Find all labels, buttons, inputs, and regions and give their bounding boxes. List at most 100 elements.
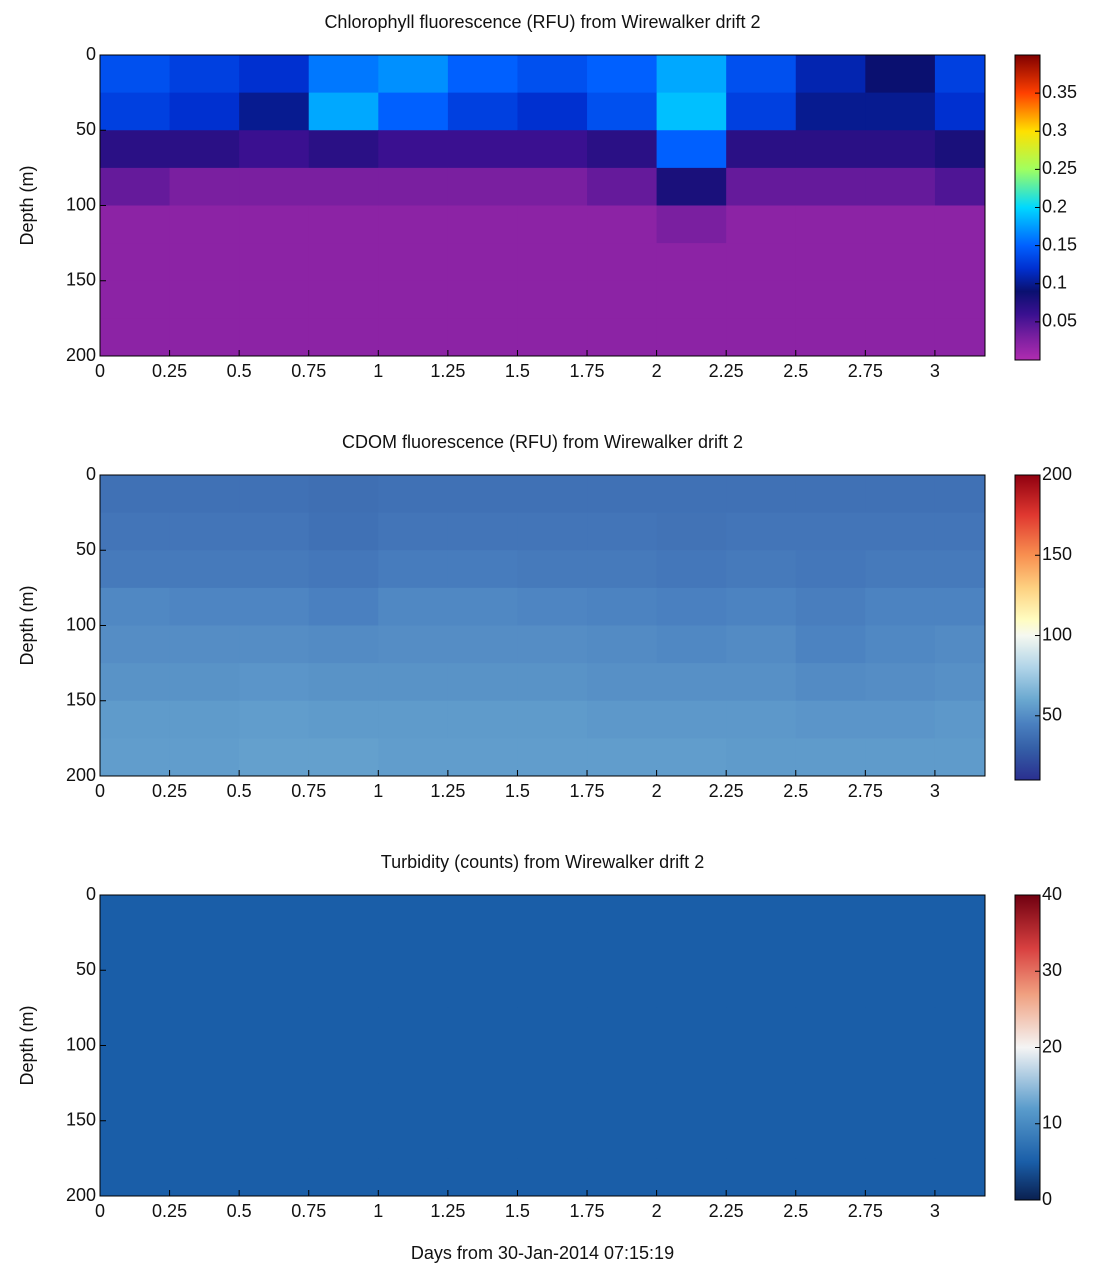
heatmap-cell — [934, 318, 985, 356]
heatmap-cell — [656, 167, 727, 206]
heatmap-cell — [447, 243, 518, 282]
heatmap-cell — [587, 92, 658, 131]
heatmap-cell — [934, 895, 985, 934]
heatmap-cell — [934, 55, 985, 94]
heatmap-cell — [795, 92, 866, 131]
heatmap-cell — [656, 895, 727, 934]
heatmap-cell — [587, 243, 658, 282]
heatmap-cell — [169, 970, 240, 1009]
heatmap-cell — [587, 1158, 658, 1196]
heatmap-cell — [587, 318, 658, 356]
heatmap-cell — [517, 1120, 588, 1159]
heatmap-cell — [726, 1158, 797, 1196]
heatmap-cell — [447, 738, 518, 776]
heatmap-cell — [934, 512, 985, 551]
heatmap-cell — [308, 932, 379, 971]
colorbar-tick-label: 0.1 — [1042, 273, 1067, 293]
heatmap-cell — [517, 587, 588, 626]
heatmap-cell — [447, 167, 518, 206]
heatmap-cell — [517, 92, 588, 131]
heatmap-cell — [447, 475, 518, 514]
heatmap-cell — [378, 167, 449, 206]
heatmap-cell — [239, 970, 310, 1009]
x-axis-label: Days from 30-Jan-2014 07:15:19 — [411, 1243, 674, 1263]
heatmap-cell — [100, 1007, 171, 1046]
x-tick-label: 3 — [930, 361, 940, 381]
heatmap-cell — [865, 1045, 936, 1084]
heatmap-cell — [100, 1158, 171, 1196]
heatmap-cell — [378, 130, 449, 169]
heatmap-cell — [726, 895, 797, 934]
x-tick-label: 2.25 — [709, 1201, 744, 1221]
heatmap-cell — [308, 1158, 379, 1196]
heatmap-cell — [239, 475, 310, 514]
heatmap-cell — [934, 1120, 985, 1159]
heatmap-cell — [378, 895, 449, 934]
heatmap-cell — [656, 475, 727, 514]
x-tick-label: 1.5 — [505, 361, 530, 381]
heatmap-cell — [795, 700, 866, 739]
y-tick-label: 0 — [86, 44, 96, 64]
heatmap-cell — [726, 1045, 797, 1084]
heatmap-cell — [656, 1158, 727, 1196]
heatmap-cell — [169, 1045, 240, 1084]
heatmap-cell — [308, 92, 379, 131]
x-tick-label: 0.5 — [227, 1201, 252, 1221]
heatmap-cell — [100, 318, 171, 356]
heatmap-cell — [169, 1158, 240, 1196]
heatmap-cell — [865, 587, 936, 626]
y-tick-label: 150 — [66, 1110, 96, 1130]
heatmap-cell — [308, 205, 379, 244]
heatmap-cell — [308, 550, 379, 589]
heatmap-cell — [378, 1045, 449, 1084]
heatmap-cell — [656, 550, 727, 589]
heatmap-cell — [378, 1007, 449, 1046]
heatmap-cell — [587, 1120, 658, 1159]
heatmap-cell — [169, 1083, 240, 1122]
heatmap-cell — [934, 1083, 985, 1122]
y-tick-label: 200 — [66, 765, 96, 785]
heatmap-cell — [308, 512, 379, 551]
heatmap-cell — [239, 587, 310, 626]
heatmap-cell — [865, 167, 936, 206]
heatmap-cell — [100, 280, 171, 319]
heatmap-cell — [517, 205, 588, 244]
heatmap-cell — [795, 970, 866, 1009]
heatmap-cell — [587, 663, 658, 702]
heatmap-cell — [865, 625, 936, 664]
heatmap-cell — [378, 738, 449, 776]
heatmap-cell — [239, 932, 310, 971]
heatmap-cell — [169, 92, 240, 131]
heatmap-cell — [795, 130, 866, 169]
y-axis-label: Depth (m) — [17, 165, 37, 245]
heatmap-cell — [517, 318, 588, 356]
heatmap-cell — [795, 738, 866, 776]
heatmap-cell — [308, 55, 379, 94]
heatmap-cell — [587, 932, 658, 971]
heatmap-cell — [656, 130, 727, 169]
heatmap-cell — [447, 932, 518, 971]
heatmap-cells — [100, 55, 985, 356]
heatmap-cell — [308, 318, 379, 356]
heatmap-cell — [239, 512, 310, 551]
heatmap-cell — [447, 205, 518, 244]
x-tick-label: 2.75 — [848, 781, 883, 801]
heatmap-cell — [100, 1120, 171, 1159]
heatmap-cell — [169, 55, 240, 94]
heatmap-cell — [865, 1083, 936, 1122]
heatmap-cell — [517, 512, 588, 551]
y-tick-label: 50 — [76, 119, 96, 139]
heatmap-cell — [378, 625, 449, 664]
heatmap-cell — [865, 1120, 936, 1159]
heatmap-cell — [169, 280, 240, 319]
heatmap-cell — [378, 1083, 449, 1122]
heatmap-cell — [378, 1158, 449, 1196]
x-tick-label: 2.25 — [709, 361, 744, 381]
heatmap-cell — [100, 475, 171, 514]
heatmap-cell — [726, 550, 797, 589]
heatmap-cell — [656, 1045, 727, 1084]
heatmap-cell — [517, 625, 588, 664]
heatmap-cell — [517, 700, 588, 739]
heatmap-cell — [169, 130, 240, 169]
